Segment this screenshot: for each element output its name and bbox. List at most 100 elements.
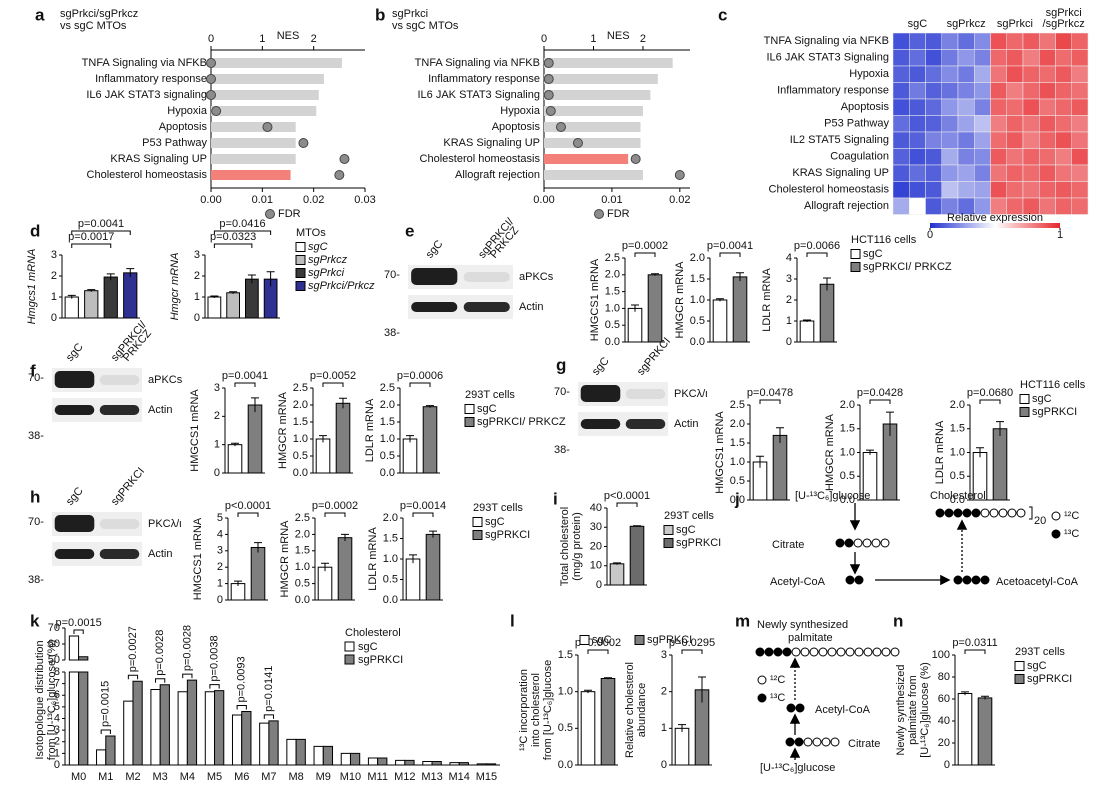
bar [315, 438, 331, 474]
nes-bar [544, 138, 641, 148]
significance-bracket [127, 674, 139, 680]
heat-cell [974, 65, 991, 83]
y-tick-label: 0 [596, 579, 602, 591]
bar [335, 402, 351, 474]
significance-bracket [234, 382, 256, 387]
legend-swatch [464, 417, 475, 427]
heat-cell [1071, 197, 1089, 215]
p-value: p=0.0015 [100, 681, 112, 727]
bar [422, 761, 433, 766]
heat-cell [941, 181, 959, 199]
error-bar [266, 271, 275, 287]
heat-cell [974, 115, 991, 133]
y-tick-label: 2 [661, 686, 667, 698]
heat-cell [1006, 65, 1024, 83]
carbon-13 [854, 575, 864, 585]
heat-cell [1071, 49, 1089, 67]
y-tick-label: 100 [932, 649, 950, 661]
x-tick-label: M6 [234, 771, 249, 783]
legend-entry: sgPrkci [308, 267, 345, 279]
error-bar [613, 562, 621, 565]
lane-label: sgC [64, 341, 86, 364]
bar [977, 697, 993, 766]
legend-title: Cholesterol [345, 627, 401, 639]
carbon-12 [854, 647, 864, 657]
colorbar [930, 223, 1060, 228]
y-axis-title: from [U-¹³C₆]glucose [542, 660, 554, 760]
carbon-12 [791, 647, 801, 657]
carbon-12 [1007, 508, 1017, 518]
bar [431, 761, 442, 766]
carbon-13 [773, 647, 783, 657]
bar [177, 691, 188, 766]
x-axis-title: NES [277, 30, 300, 42]
x-tick-label: 0 [208, 33, 214, 45]
p-value: p<0.0001 [225, 500, 271, 512]
error-bar [633, 525, 641, 527]
fdr-dot [298, 138, 309, 148]
heat-cell [990, 164, 1007, 182]
fdr-legend-dot [594, 209, 604, 219]
legend-swatch [850, 262, 861, 272]
error-bar [961, 691, 969, 696]
heat-cell [1022, 65, 1040, 83]
chart-title: vs sgC MTOs [392, 20, 459, 32]
legend-title: 293T cells [473, 502, 523, 514]
p-value: p=0.0028 [181, 625, 193, 671]
x2-axis-title: FDR [607, 208, 630, 220]
legend-entry: sgPrkcz [308, 254, 348, 266]
legend-entry: sgC [1027, 660, 1047, 672]
legend-swatch [472, 530, 483, 540]
bar [132, 680, 143, 766]
significance-bracket [263, 714, 275, 719]
category-label: Hypoxia [167, 105, 208, 117]
row-label: IL6 JAK STAT3 Signaling [767, 52, 890, 64]
y-tick-label: 7 [54, 678, 60, 690]
mw-marker: 38- [554, 444, 570, 456]
category-label: KRAS Signaling UP [110, 153, 207, 165]
p-value: p=0.0041 [222, 370, 268, 382]
heat-cell [1006, 98, 1024, 116]
y-axis-title: HMGCS1 mRNA [714, 411, 726, 494]
glucose-label: [U-¹³C₆]glucose [795, 490, 870, 502]
category-label: P53 Pathway [142, 137, 207, 149]
category-label: TNFA Signaling via NFKB [82, 57, 207, 69]
nes-bar [544, 90, 651, 100]
panel-label: b [375, 5, 385, 24]
heat-cell [941, 65, 959, 83]
y-tick-label: 0.0 [730, 494, 745, 506]
colorbar-tick-label: 0 [927, 229, 933, 241]
heat-cell [1071, 32, 1089, 50]
chart-title: sgPrkci/sgPrkcz [60, 8, 138, 20]
heat-cell [909, 115, 926, 133]
y-tick-label: 1.0 [730, 456, 745, 468]
y-axis-title: Hmgcs1 mRNA [26, 249, 38, 325]
y-tick-label: 1.0 [383, 553, 398, 565]
carbon-13 [757, 693, 767, 703]
significance-bracket [681, 649, 703, 654]
blot-band [54, 549, 95, 559]
bar [259, 722, 270, 766]
carbon-12 [1016, 508, 1026, 518]
y-tick-label: 2.0 [730, 418, 745, 430]
x-tick-label: 2 [311, 33, 317, 45]
fdr-dot [206, 90, 216, 100]
y-tick-label: 3 [217, 545, 223, 557]
band-label: PKCλ/ι [148, 518, 182, 530]
error-bar [651, 273, 659, 276]
bar [819, 283, 835, 343]
heat-cell [925, 197, 942, 215]
heat-cell [1071, 164, 1089, 182]
heat-cell [974, 32, 991, 50]
bar [204, 691, 216, 766]
group-label: sgPrkcz [947, 18, 986, 30]
fdr-legend-dot [265, 209, 275, 219]
row-label: Allograft rejection [804, 200, 889, 212]
band-label: Actin [148, 404, 172, 416]
carbon-12 [809, 647, 819, 657]
legend-swatch [295, 281, 306, 291]
bar [627, 307, 643, 343]
y-tick-label: 1 [214, 439, 220, 451]
significance-bracket [213, 230, 272, 235]
